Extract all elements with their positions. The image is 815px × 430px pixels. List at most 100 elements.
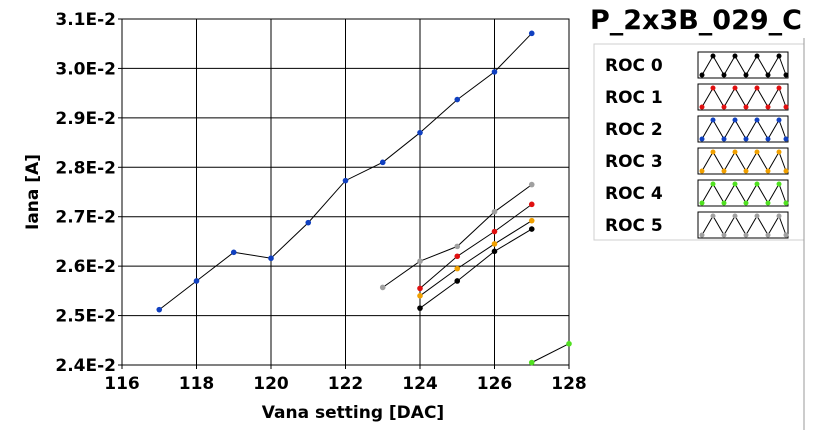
data-point xyxy=(528,181,535,188)
legend-swatch-marker xyxy=(710,53,716,59)
legend-swatch-marker xyxy=(699,168,705,174)
y-tick-label: 2.5E-2 xyxy=(55,307,116,327)
data-point xyxy=(417,293,423,299)
data-point xyxy=(454,253,461,260)
data-point xyxy=(156,306,163,313)
legend-label: ROC 3 xyxy=(605,152,663,172)
series-roc-0 xyxy=(417,226,535,311)
legend-swatch-marker xyxy=(783,72,789,78)
y-axis-title: Iana [A] xyxy=(23,154,43,230)
legend-swatch-marker xyxy=(776,85,782,91)
x-tick-label: 126 xyxy=(477,374,513,394)
legend: ROC 0 ROC 1 ROC 2 ROC 3 ROC 4 ROC 5 xyxy=(605,51,789,239)
legend-swatch-marker xyxy=(776,181,782,187)
y-axis: 2.4E-2 2.5E-2 2.6E-2 2.7E-2 2.8E-2 2.9E-2 3.0E… xyxy=(55,10,122,376)
y-tick-label: 2.6E-2 xyxy=(55,257,116,277)
legend-swatch-marker xyxy=(721,72,727,78)
data-point xyxy=(491,208,498,215)
data-point xyxy=(491,228,498,235)
legend-swatch-marker xyxy=(765,200,771,206)
legend-swatch-marker xyxy=(754,53,760,59)
y-tick-label: 2.9E-2 xyxy=(55,109,116,129)
x-axis-title: Vana setting [DAC] xyxy=(262,403,444,423)
legend-swatch-marker xyxy=(743,136,749,142)
legend-swatch-marker xyxy=(754,213,760,219)
x-tick-label: 120 xyxy=(253,374,289,394)
legend-swatch-marker xyxy=(732,53,738,59)
legend-swatch-marker xyxy=(721,200,727,206)
series-line xyxy=(419,220,533,297)
legend-swatch-marker xyxy=(721,136,727,142)
legend-item: ROC 5 xyxy=(605,211,789,239)
x-tick-label: 128 xyxy=(551,374,587,394)
series-line xyxy=(531,343,570,363)
series-line xyxy=(419,228,533,309)
legend-swatch-marker xyxy=(710,213,716,219)
y-tick-label: 2.4E-2 xyxy=(55,356,116,376)
legend-swatch-marker xyxy=(743,200,749,206)
legend-swatch-marker xyxy=(754,117,760,123)
data-point xyxy=(417,129,423,136)
legend-item: ROC 2 xyxy=(605,115,789,143)
legend-swatch-marker xyxy=(710,85,716,91)
x-tick-label: 116 xyxy=(104,374,140,394)
legend-swatch-marker xyxy=(754,85,760,91)
legend-swatch-marker xyxy=(783,232,789,238)
series-line xyxy=(419,203,533,289)
legend-label: ROC 2 xyxy=(605,120,663,140)
legend-swatch-marker xyxy=(710,117,716,123)
legend-swatch-marker xyxy=(743,232,749,238)
data-point xyxy=(566,340,572,347)
data-point xyxy=(454,96,461,103)
data-point xyxy=(491,248,498,255)
legend-item: ROC 4 xyxy=(605,179,789,207)
legend-swatch-marker xyxy=(721,104,727,110)
legend-swatch-marker xyxy=(754,181,760,187)
legend-swatch-marker xyxy=(732,181,738,187)
legend-swatch-marker xyxy=(776,149,782,155)
legend-swatch-marker xyxy=(732,85,738,91)
legend-swatch-marker xyxy=(732,149,738,155)
legend-swatch-marker xyxy=(721,168,727,174)
x-tick-label: 118 xyxy=(179,374,215,394)
grid xyxy=(122,19,569,365)
legend-item: ROC 3 xyxy=(605,147,789,175)
data-point xyxy=(417,258,423,265)
y-tick-label: 3.0E-2 xyxy=(55,59,116,79)
legend-swatch-marker xyxy=(776,213,782,219)
legend-swatch xyxy=(697,51,789,79)
legend-swatch-marker xyxy=(721,232,727,238)
series-roc-2 xyxy=(156,30,535,313)
legend-swatch-marker xyxy=(732,117,738,123)
data-point xyxy=(528,30,535,37)
legend-label: ROC 1 xyxy=(605,88,663,108)
data-point xyxy=(454,243,461,250)
legend-swatch-marker xyxy=(776,53,782,59)
data-point xyxy=(528,359,535,366)
data-point xyxy=(268,255,274,262)
legend-swatch-marker xyxy=(783,104,789,110)
legend-swatch-marker xyxy=(699,136,705,142)
chart-title: P_2x3B_029_C xyxy=(590,5,802,36)
legend-swatch-marker xyxy=(783,136,789,142)
data-point xyxy=(454,278,461,284)
data-point xyxy=(528,201,535,208)
y-tick-label: 2.8E-2 xyxy=(55,158,116,178)
series-roc-4 xyxy=(528,340,572,366)
legend-swatch-marker xyxy=(743,104,749,110)
data-point xyxy=(528,217,535,224)
legend-swatch-marker xyxy=(699,104,705,110)
series-layer xyxy=(156,30,572,366)
legend-label: ROC 4 xyxy=(605,184,663,204)
data-point xyxy=(379,159,386,166)
legend-label: ROC 5 xyxy=(605,216,663,236)
data-point xyxy=(417,285,423,292)
legend-swatch-marker xyxy=(765,232,771,238)
legend-swatch-marker xyxy=(699,72,705,78)
legend-swatch-marker xyxy=(783,168,789,174)
data-point xyxy=(454,265,461,272)
legend-label: ROC 0 xyxy=(605,56,663,76)
legend-swatch-marker xyxy=(754,149,760,155)
legend-swatch-marker xyxy=(765,104,771,110)
